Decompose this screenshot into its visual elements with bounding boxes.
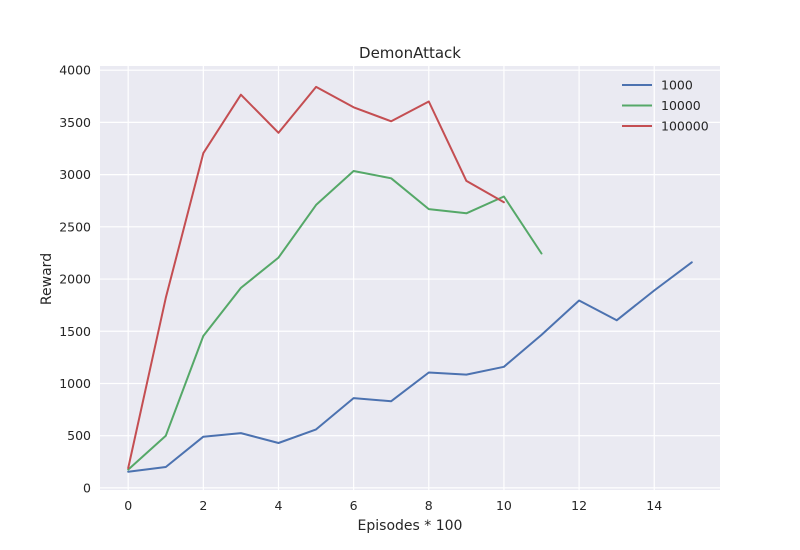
x-tick-label: 2 (199, 498, 207, 513)
legend-label: 1000 (661, 78, 693, 93)
y-tick-label: 1500 (59, 324, 91, 339)
series-line-10000 (127, 170, 543, 471)
x-tick-label: 10 (496, 498, 512, 513)
x-tick-label: 0 (124, 498, 132, 513)
x-tick-label: 6 (350, 498, 358, 513)
x-tick-label: 14 (646, 498, 662, 513)
y-tick-label: 0 (83, 480, 91, 495)
chart-title: DemonAttack (359, 44, 461, 62)
series-lines (127, 85, 693, 473)
y-tick-label: 2000 (59, 272, 91, 287)
legend: 1000 10000 100000 (622, 78, 709, 134)
y-tick-label: 3000 (59, 167, 91, 182)
x-tick-label: 12 (571, 498, 587, 513)
y-tick-label: 2500 (59, 219, 91, 234)
plot-background (100, 66, 720, 490)
x-tick-label: 4 (275, 498, 283, 513)
y-tick-label: 500 (67, 428, 91, 443)
y-axis-label: Reward (39, 253, 55, 305)
x-tick-label: 8 (425, 498, 433, 513)
legend-label: 100000 (661, 119, 709, 134)
tick-labels: 0 2 4 6 8 10 12 14 0 500 1000 1500 2000 2500 3000 3500 4… (59, 63, 662, 513)
x-axis-label: Episodes * 100 (358, 518, 463, 534)
series-line-1000 (127, 261, 693, 473)
legend-label: 10000 (661, 98, 701, 113)
grid (100, 66, 720, 490)
series-line-100000 (127, 85, 505, 470)
y-tick-label: 4000 (59, 63, 91, 78)
y-tick-label: 1000 (59, 376, 91, 391)
y-tick-label: 3500 (59, 115, 91, 130)
